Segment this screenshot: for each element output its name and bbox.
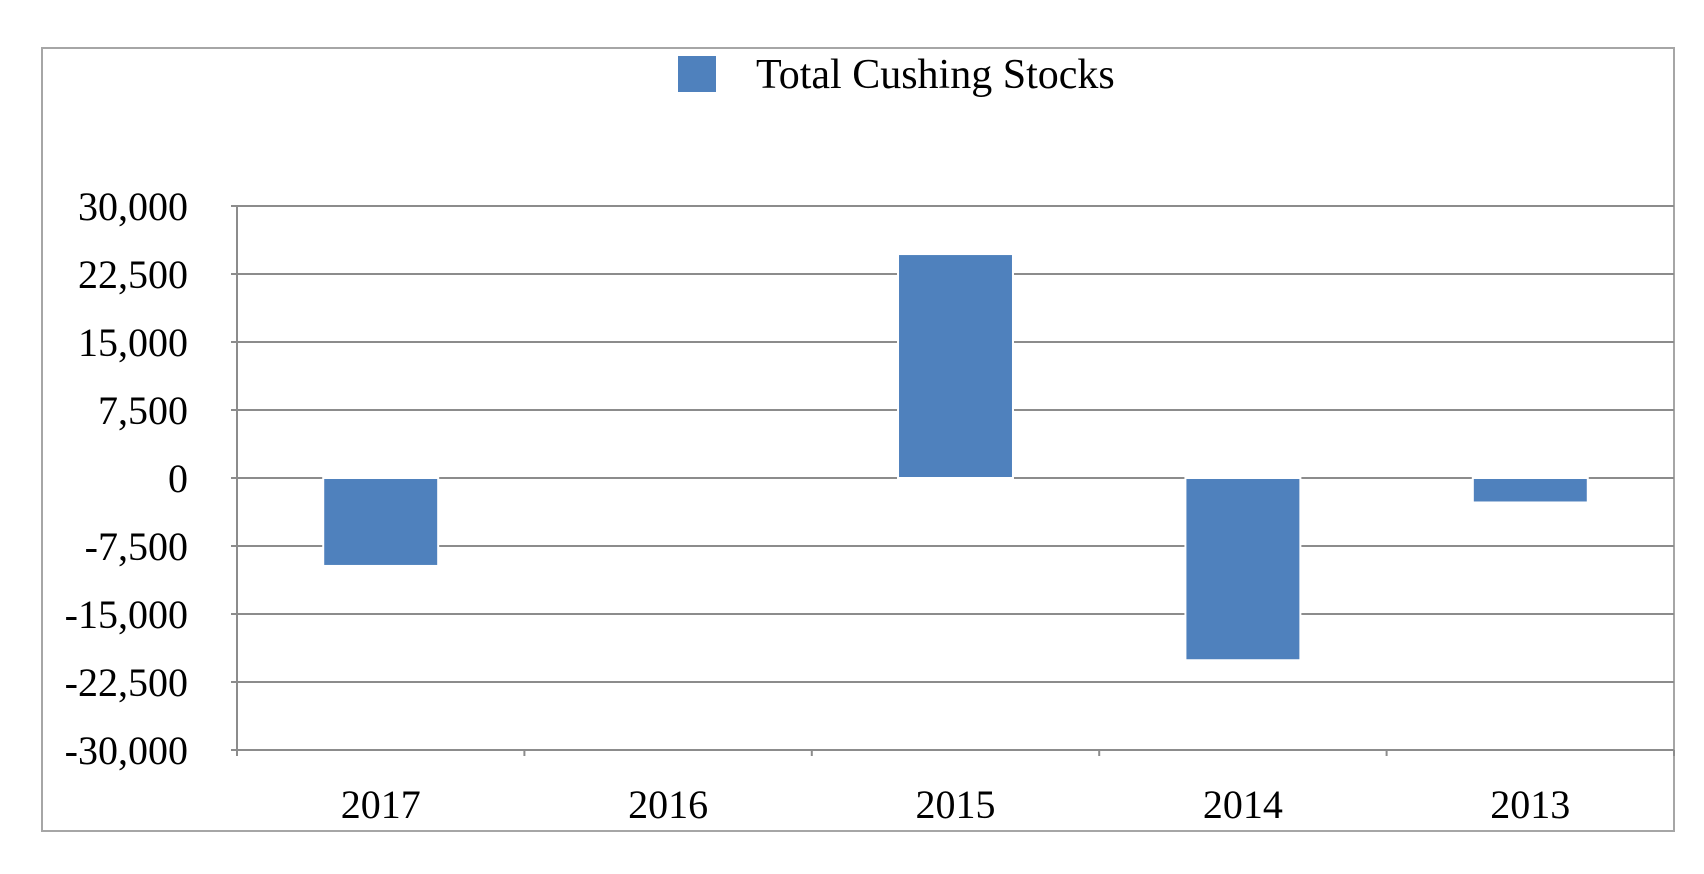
y-tick-label: 15,000: [78, 320, 188, 365]
x-tick-label: 2013: [1490, 782, 1570, 827]
bar-2013: [1471, 477, 1589, 504]
legend: Total Cushing Stocks: [678, 52, 1115, 98]
bar-2017: [322, 477, 440, 567]
x-tick-label: 2016: [628, 782, 708, 827]
axes: [236, 206, 1675, 756]
bar-2014: [1184, 477, 1302, 662]
x-tick-label: 2017: [341, 782, 421, 827]
x-tick-label: 2014: [1203, 782, 1283, 827]
y-tick-label: -30,000: [65, 728, 188, 773]
y-tick-label: 22,500: [78, 252, 188, 297]
legend-label: Total Cushing Stocks: [756, 52, 1115, 98]
tick-labels: 30,000 22,500 15,000 7,500 0 -7,500 -15,000 -22…: [65, 184, 1571, 827]
y-tick-label: 0: [168, 456, 188, 501]
bars: [322, 253, 1589, 662]
bar-2015: [897, 253, 1014, 479]
y-tick-label: 30,000: [78, 184, 188, 229]
y-tick-label: -15,000: [65, 592, 188, 637]
y-tick-label: -7,500: [85, 524, 188, 569]
legend-swatch: [678, 56, 716, 92]
gridlines: [231, 205, 1674, 751]
chart-frame: [41, 47, 1675, 832]
x-tick-label: 2015: [916, 782, 996, 827]
y-tick-label: -22,500: [65, 660, 188, 705]
y-tick-label: 7,500: [98, 388, 188, 433]
